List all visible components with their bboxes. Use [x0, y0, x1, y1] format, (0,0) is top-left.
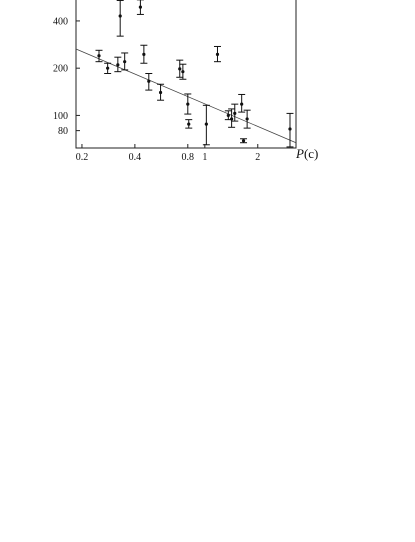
- y-tick-label: 200: [53, 64, 68, 75]
- data-point-group: [140, 44, 148, 64]
- data-point: [97, 54, 101, 58]
- data-point: [138, 5, 142, 9]
- data-point-group: [179, 63, 187, 80]
- y-tick-label: 80: [58, 126, 68, 137]
- data-point-group: [157, 83, 165, 101]
- y-tick-label: 100: [53, 111, 68, 122]
- y-tick-label: 400: [53, 16, 68, 27]
- data-point-group: [176, 59, 184, 78]
- data-point-group: [286, 112, 294, 148]
- axis-labels: P(c): [295, 146, 318, 161]
- x-tick-label: 0.4: [129, 152, 142, 163]
- data-point: [118, 14, 122, 18]
- axis-ticks: 0.2 0.4 0.8 1 2 80 100 200 400: [53, 16, 260, 163]
- x-tick-label: 1: [202, 152, 207, 163]
- data-point: [158, 90, 163, 95]
- data-point: [116, 63, 120, 67]
- x-axis-label-italic: P: [295, 146, 304, 161]
- data-point: [240, 102, 244, 106]
- data-point: [204, 122, 208, 126]
- data-point: [181, 70, 185, 74]
- x-tick-label: 2: [255, 152, 260, 163]
- data-point-group: [202, 104, 210, 146]
- data-point: [106, 66, 110, 70]
- x-axis-label: P(c): [295, 146, 318, 161]
- fit-line: [75, 48, 297, 144]
- data-point-group: [136, 0, 144, 15]
- data-point: [215, 52, 220, 56]
- data-point-group: [184, 93, 192, 115]
- data-point-group: [228, 108, 236, 128]
- data-point: [230, 117, 234, 121]
- data-point-group: [114, 56, 122, 73]
- data-point: [142, 52, 146, 56]
- plot-frame: [75, 0, 297, 149]
- data-point: [187, 122, 191, 126]
- data-point: [147, 79, 151, 83]
- data-point: [186, 102, 190, 106]
- data-point: [226, 113, 230, 118]
- data-point-group: [240, 138, 248, 144]
- data-points: [95, 0, 294, 148]
- data-point: [233, 111, 237, 116]
- x-axis-label-rest: (c): [304, 146, 318, 161]
- data-point: [288, 127, 292, 131]
- x-tick-label: 0.2: [76, 152, 89, 163]
- data-point-group: [238, 93, 246, 113]
- data-point: [241, 139, 246, 143]
- data-point: [178, 67, 182, 71]
- data-point-group: [104, 62, 112, 74]
- data-point: [123, 60, 127, 64]
- fit-line-group: [75, 48, 297, 144]
- data-point-group: [231, 103, 239, 122]
- data-point-group: [213, 45, 221, 63]
- data-point-group: [243, 109, 251, 129]
- data-point-group: [116, 0, 124, 37]
- data-point: [245, 117, 249, 121]
- data-point-group: [121, 52, 129, 71]
- plot-border: [75, 0, 297, 149]
- x-tick-label: 0.8: [182, 152, 195, 163]
- data-point-group: [185, 119, 193, 129]
- data-point-group: [95, 49, 103, 63]
- data-point-group: [145, 72, 153, 91]
